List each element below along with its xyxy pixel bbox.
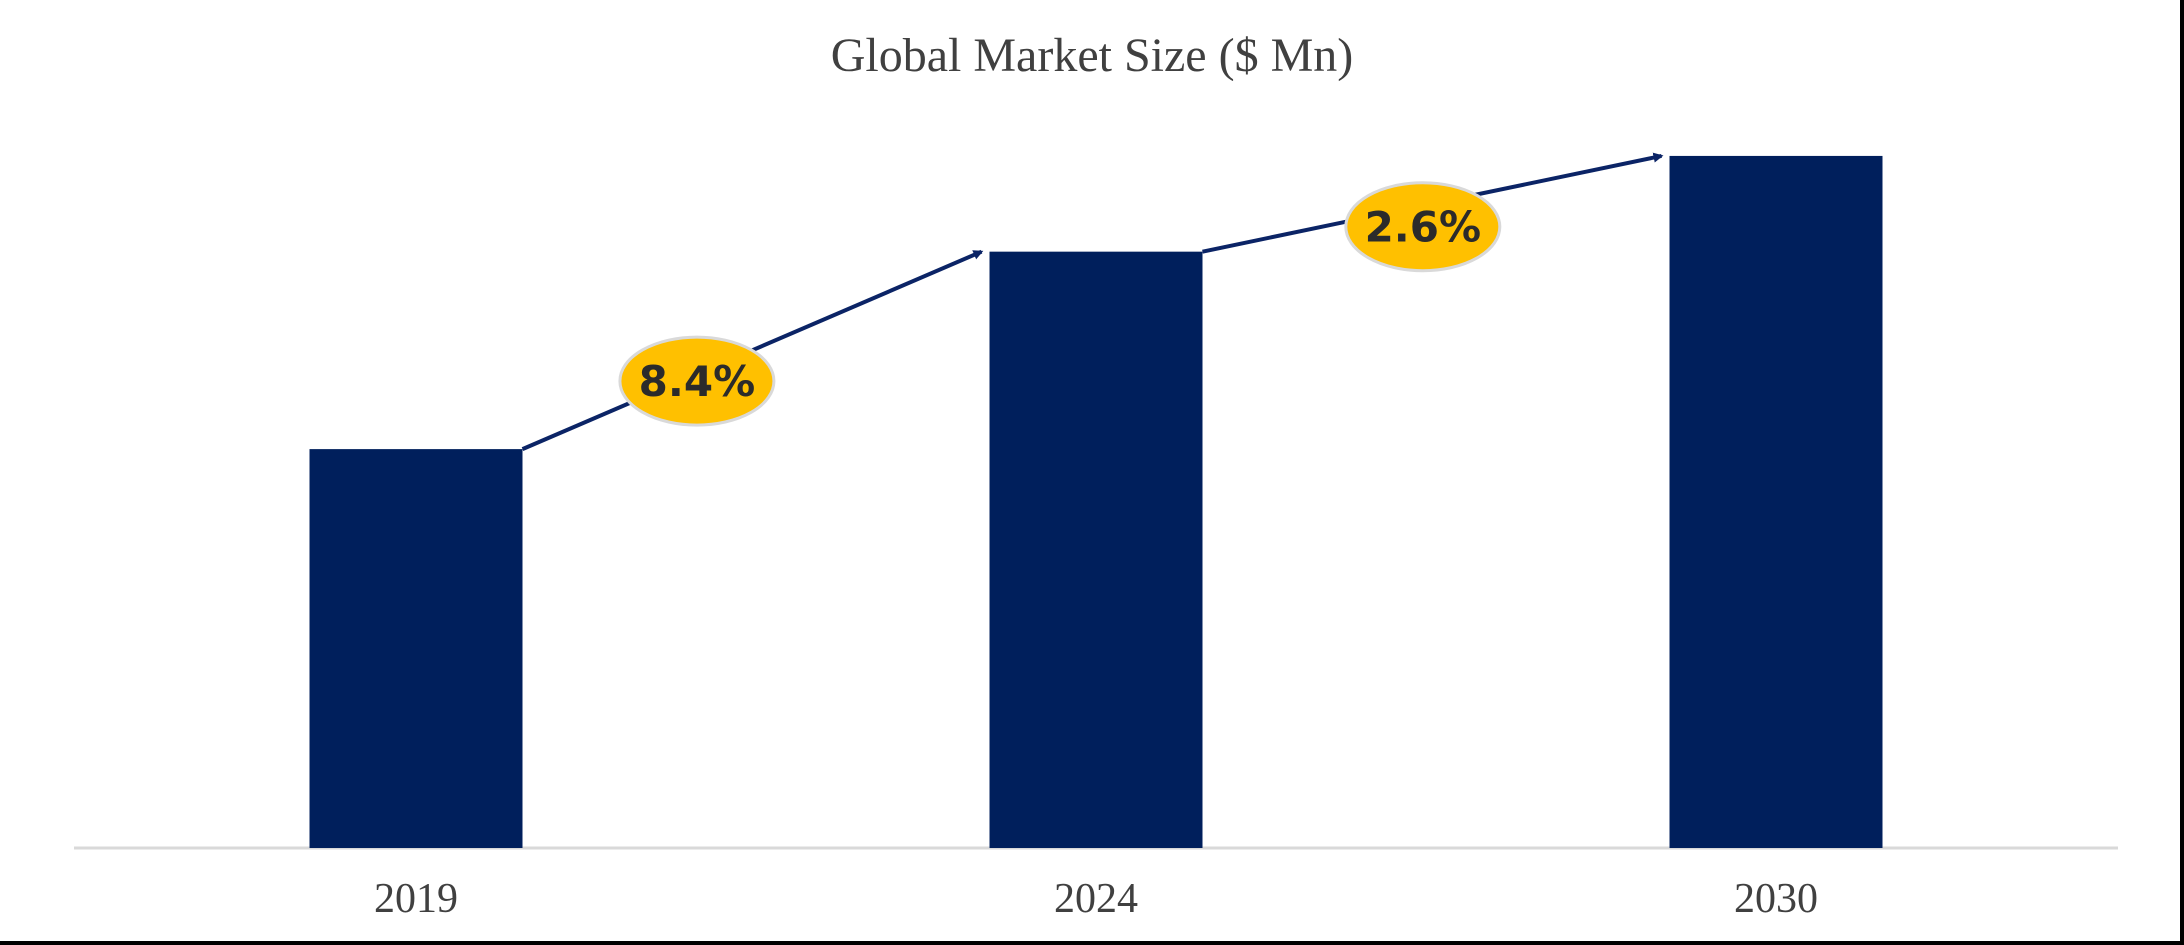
cagr-label-2024-2030: 2.6%	[1365, 203, 1481, 252]
bar-2030	[1669, 155, 1883, 848]
cagr-label-2019-2024: 8.4%	[639, 357, 755, 406]
chart-title: Global Market Size ($ Mn)	[830, 29, 1354, 82]
x-tick-label-2030: 2030	[1734, 876, 1818, 922]
x-tick-label-2019: 2019	[374, 876, 458, 922]
bar-2019	[309, 449, 523, 848]
cagr-badge-2019-2024	[618, 335, 776, 427]
cagr-badge-2024-2030	[1344, 181, 1502, 273]
x-tick-label-2024: 2024	[1054, 876, 1138, 922]
bar-2024	[989, 251, 1203, 848]
